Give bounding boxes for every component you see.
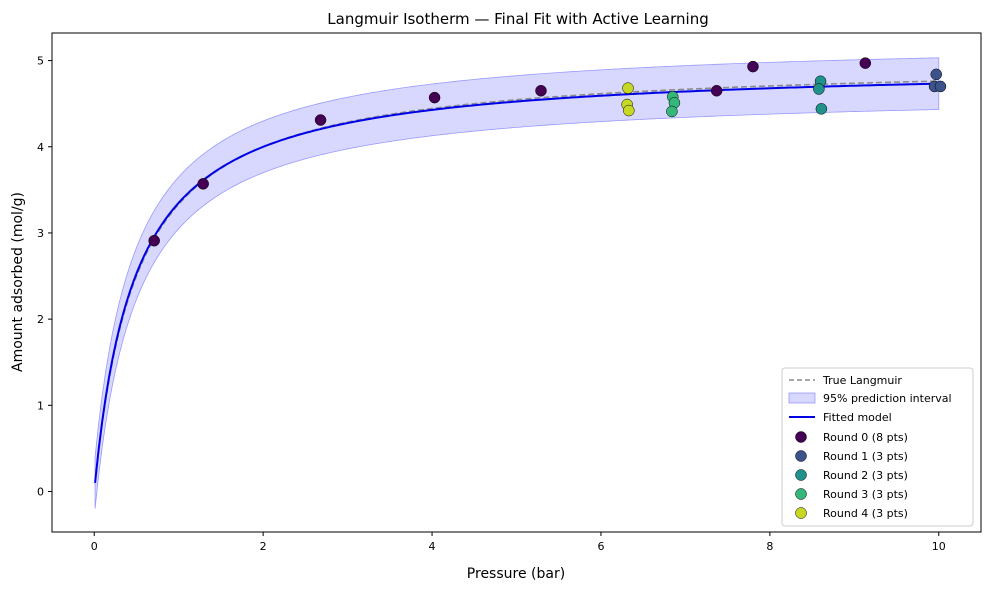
round0-point-1 bbox=[197, 178, 209, 190]
legend-fit-label: Fitted model bbox=[823, 411, 892, 424]
round1-point-2 bbox=[934, 80, 947, 93]
legend-round3-swatch bbox=[795, 488, 807, 500]
round0-point-7 bbox=[859, 57, 872, 69]
y-axis-label: Amount adsorbed (mol/g) bbox=[10, 192, 26, 372]
round3-point-2 bbox=[666, 105, 678, 118]
plot-frame bbox=[51, 32, 982, 533]
legend-round1-label: Round 1 (3 pts) bbox=[823, 450, 908, 463]
x-tick-label: 0 bbox=[91, 540, 98, 553]
x-axis: 0 2 4 6 8 10 bbox=[91, 532, 946, 553]
legend-box bbox=[781, 367, 974, 527]
legend-round0-swatch bbox=[795, 431, 807, 443]
x-tick-label: 2 bbox=[260, 540, 267, 553]
legend-round1-swatch bbox=[795, 450, 807, 462]
x-axis-label: Pressure (bar) bbox=[467, 566, 565, 582]
y-axis: 0 1 2 3 4 5 bbox=[37, 55, 52, 498]
legend-round4-label: Round 4 (3 pts) bbox=[823, 507, 908, 520]
legend-round3-label: Round 3 (3 pts) bbox=[823, 488, 908, 501]
legend-interval-label: 95% prediction interval bbox=[823, 392, 952, 405]
fitted-model-line bbox=[94, 82, 939, 483]
round0-point-2 bbox=[314, 114, 327, 126]
x-tick-label: 10 bbox=[932, 540, 946, 553]
y-tick-label: 1 bbox=[37, 399, 44, 412]
x-tick-label: 8 bbox=[766, 540, 773, 553]
legend-round2-label: Round 2 (3 pts) bbox=[823, 469, 908, 482]
y-tick-label: 3 bbox=[37, 227, 44, 240]
round0-point-0 bbox=[148, 234, 160, 247]
true-langmuir-line bbox=[94, 80, 939, 484]
prediction-interval-band bbox=[94, 57, 940, 509]
y-tick-label: 4 bbox=[37, 141, 44, 154]
legend-interval-swatch bbox=[788, 392, 816, 404]
x-tick-label: 4 bbox=[429, 540, 436, 553]
round0-point-5 bbox=[710, 84, 723, 97]
plot-area bbox=[94, 57, 947, 509]
y-tick-label: 0 bbox=[37, 485, 44, 498]
round0-point-6 bbox=[747, 60, 759, 73]
y-tick-label: 2 bbox=[37, 313, 44, 326]
round2-point-2 bbox=[815, 103, 828, 115]
x-tick-label: 6 bbox=[597, 540, 604, 553]
legend-true-label: True Langmuir bbox=[822, 374, 902, 387]
legend-round0-label: Round 0 (8 pts) bbox=[823, 431, 908, 444]
round0-point-4 bbox=[535, 84, 547, 97]
legend-round2-swatch bbox=[795, 469, 807, 481]
round4-point-2 bbox=[623, 104, 635, 117]
round4-point-0 bbox=[622, 82, 634, 94]
round0-point-3 bbox=[428, 91, 441, 104]
y-tick-label: 5 bbox=[37, 55, 44, 68]
round1-point-0 bbox=[930, 68, 942, 81]
chart-title: Langmuir Isotherm — Final Fit with Activ… bbox=[327, 10, 708, 28]
legend: True Langmuir 95% prediction interval Fi… bbox=[781, 367, 974, 527]
legend-round4-swatch bbox=[795, 507, 807, 519]
round2-point-1 bbox=[813, 83, 825, 95]
